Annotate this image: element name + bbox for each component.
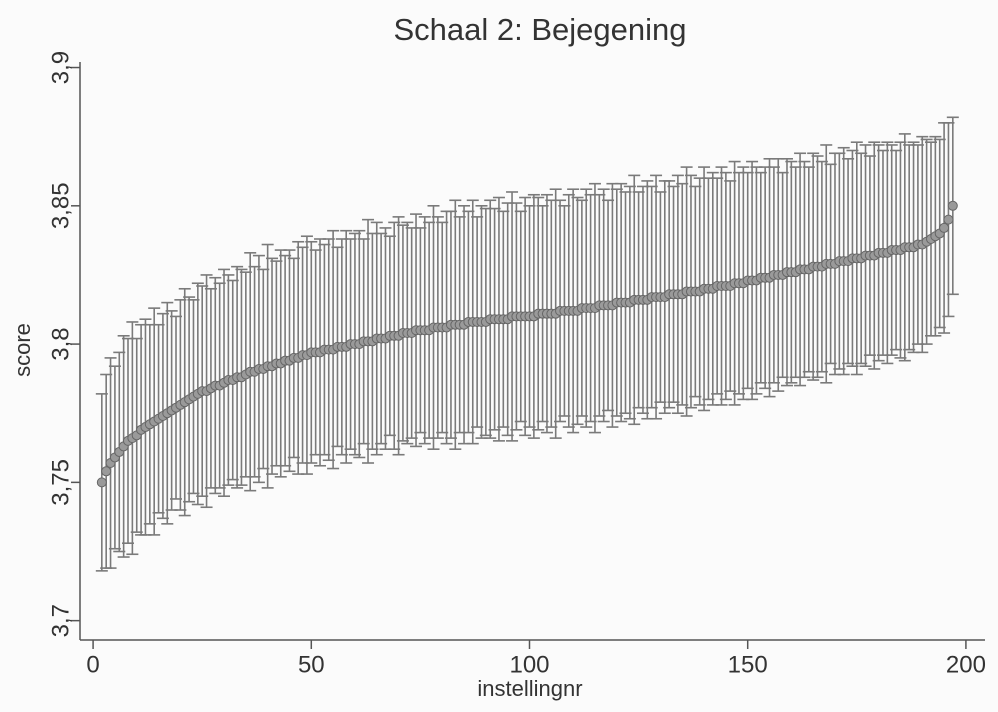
y-tick-label: 3,85 — [47, 182, 74, 229]
x-axis-label: instellingnr — [477, 676, 582, 701]
x-tick-label: 150 — [728, 651, 768, 678]
x-tick-label: 100 — [509, 651, 549, 678]
y-tick-label: 3,75 — [47, 459, 74, 506]
chart-title: Schaal 2: Bejegening — [393, 12, 686, 47]
x-tick-label: 50 — [298, 651, 325, 678]
mean-marker — [96, 477, 107, 488]
mean-marker — [943, 214, 954, 225]
x-tick-label: 0 — [86, 651, 99, 678]
y-tick-label: 3,7 — [47, 604, 74, 637]
mean-marker — [939, 222, 950, 233]
y-tick-label: 3,9 — [47, 51, 74, 84]
y-tick-label: 3,8 — [47, 327, 74, 360]
y-axis-label: score — [10, 323, 35, 377]
mean-marker — [101, 466, 112, 477]
x-tick-label: 200 — [946, 651, 986, 678]
mean-marker — [947, 200, 958, 211]
